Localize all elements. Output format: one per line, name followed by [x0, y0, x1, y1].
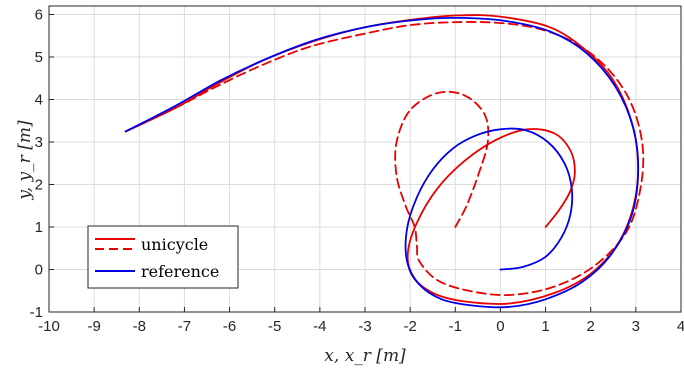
legend: unicycle reference [87, 225, 239, 289]
ticks [48, 14, 682, 313]
legend-reference-label: reference [141, 262, 219, 281]
x-tick-label: -5 [268, 318, 281, 335]
x-tick-label: 1 [541, 318, 549, 335]
y-tick-label: 3 [35, 134, 43, 151]
x-tick-label: 3 [632, 318, 640, 335]
x-tick-label: -7 [178, 318, 191, 335]
reference-solid-line [124, 16, 640, 309]
y-tick-label: 2 [35, 177, 43, 194]
y-axis-label: y, y_r [m] [15, 120, 35, 201]
x-tick-labels: -10 -9 -8 -7 -6 -5 -4 -3 -2 -1 0 1 2 3 4 [38, 318, 684, 335]
x-tick-label: -1 [449, 318, 462, 335]
unicycle-dashed-line [124, 21, 645, 297]
y-tick-label: 5 [35, 49, 43, 66]
x-axis-label: x, x_r [m] [324, 346, 406, 366]
x-tick-label: -4 [313, 318, 326, 335]
x-tick-label: 0 [496, 318, 504, 335]
y-tick-label: 6 [35, 7, 43, 24]
y-tick-label: 0 [35, 262, 43, 279]
x-tick-label: -6 [223, 318, 236, 335]
legend-box [87, 225, 239, 289]
series-layer [124, 14, 645, 309]
y-tick-labels: -1 0 1 2 3 4 5 6 [30, 7, 43, 322]
x-tick-label: -2 [403, 318, 416, 335]
x-tick-label: -10 [38, 318, 60, 335]
x-tick-label: -8 [133, 318, 146, 335]
y-tick-label: 4 [35, 92, 43, 109]
x-tick-label: 2 [587, 318, 595, 335]
x-tick-label: -3 [358, 318, 371, 335]
x-tick-label: -9 [87, 318, 100, 335]
x-tick-label: 4 [677, 318, 684, 335]
y-tick-label: -1 [30, 304, 43, 321]
y-tick-label: 1 [35, 219, 43, 236]
legend-unicycle-label: unicycle [141, 235, 208, 254]
